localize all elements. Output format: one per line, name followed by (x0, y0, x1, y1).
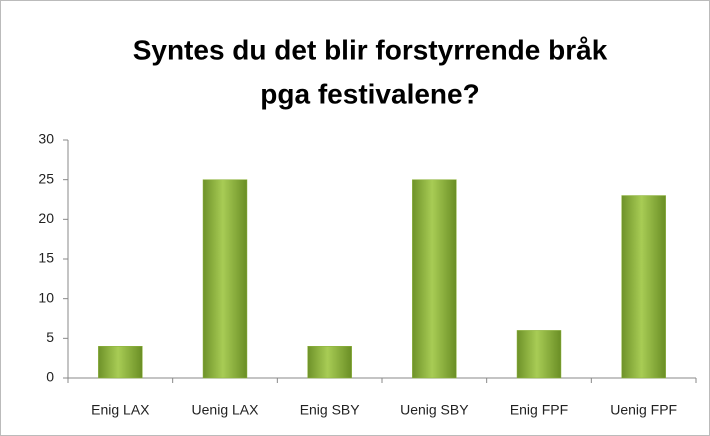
y-tick-label: 20 (38, 210, 54, 226)
bar (98, 346, 143, 379)
x-tick-label: Enig LAX (91, 402, 150, 418)
y-tick-label: 25 (38, 170, 54, 186)
x-tick-label: Enig FPF (510, 402, 568, 418)
y-tick-label: 30 (38, 131, 54, 147)
chart-title: pga festivalene? (260, 78, 479, 109)
bar (307, 346, 352, 379)
x-tick-label: Uenig SBY (400, 402, 469, 418)
x-tick-label: Uenig LAX (192, 402, 260, 418)
x-tick-label: Uenig FPF (610, 402, 677, 418)
y-tick-label: 15 (38, 250, 54, 266)
y-tick-label: 10 (38, 289, 54, 305)
bar (412, 179, 457, 379)
bar (516, 330, 562, 379)
bar (202, 179, 248, 379)
y-tick-label: 5 (46, 329, 54, 345)
y-tick-label: 0 (46, 369, 54, 385)
x-tick-label: Enig SBY (300, 402, 361, 418)
bar (621, 195, 666, 379)
chart-title: Syntes du det blir forstyrrende bråk (133, 34, 608, 65)
